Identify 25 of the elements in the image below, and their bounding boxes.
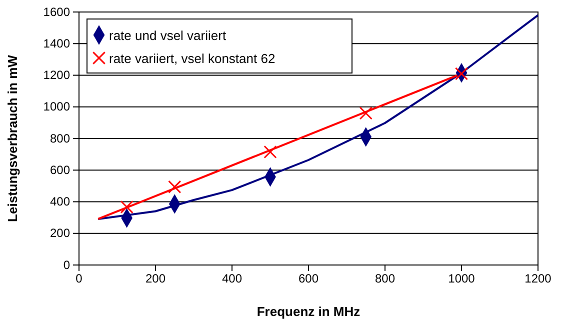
point — [168, 180, 182, 194]
point — [359, 106, 372, 120]
y-tick-label: 1400 — [43, 36, 70, 50]
x-tick-label: 0 — [76, 272, 83, 286]
y-tick-label: 800 — [50, 131, 70, 146]
x-tick-label: 1200 — [524, 272, 552, 286]
x-tick-label: 400 — [222, 272, 242, 286]
y-tick-label: 1200 — [43, 68, 70, 82]
y-tick-label: 1600 — [43, 4, 70, 19]
x-tick-label: 800 — [374, 272, 396, 286]
y-tick-label: 1000 — [43, 100, 70, 114]
y-tick-label: 200 — [50, 226, 70, 240]
y-tick-label: 600 — [50, 162, 70, 177]
x-tick-label: 1000 — [448, 272, 476, 286]
y-tick-label: 400 — [50, 194, 70, 209]
x-axis-title: Frequenz in MHz — [256, 304, 361, 319]
y-axis-title: Leistungsverbrauch in mW — [5, 54, 20, 222]
legend-label: rate und vsel variiert — [109, 28, 226, 43]
point — [120, 200, 134, 214]
point — [454, 67, 468, 80]
x-tick-label: 200 — [145, 272, 166, 286]
y-tick-label: 0 — [63, 258, 70, 272]
legend-label: rate variiert, vsel konstant 62 — [109, 51, 276, 66]
x-tick-label: 600 — [298, 272, 319, 286]
point — [264, 145, 277, 159]
